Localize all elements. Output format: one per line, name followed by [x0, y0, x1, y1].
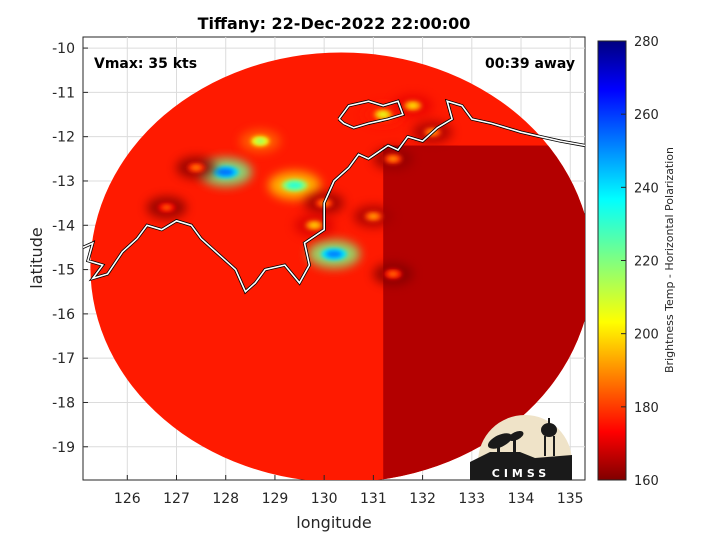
time-away-annotation: 00:39 away: [485, 56, 575, 72]
x-tick-label: 134: [508, 491, 535, 507]
x-tick-label: 128: [212, 491, 239, 507]
feature-core: [388, 271, 399, 277]
feature-core: [309, 222, 320, 228]
cimss-logo: CIMSS: [470, 415, 572, 480]
y-tick-label: -14: [52, 218, 75, 234]
x-tick-label: 127: [163, 491, 190, 507]
y-tick-label: -16: [52, 307, 75, 323]
y-tick-label: -17: [52, 351, 75, 367]
feature-core: [217, 168, 234, 176]
x-tick-label: 130: [311, 491, 338, 507]
y-tick-label: -13: [52, 174, 75, 190]
chart-title: Tiffany: 22-Dec-2022 22:00:00: [198, 14, 471, 33]
feature-core: [191, 165, 202, 171]
x-axis-label: longitude: [296, 513, 371, 532]
colorbar-tick-label: 260: [634, 108, 659, 123]
feature-core: [388, 156, 399, 162]
y-tick-label: -10: [52, 41, 75, 57]
colorbar-tick-label: 180: [634, 401, 659, 416]
x-tick-label: 129: [262, 491, 289, 507]
y-tick-label: -19: [52, 440, 75, 456]
colorbar-tick-label: 200: [634, 328, 659, 343]
feature-core: [286, 181, 303, 189]
colorbar-tick-label: 220: [634, 255, 659, 270]
vmax-annotation: Vmax: 35 kts: [94, 56, 197, 72]
feature-core: [255, 138, 266, 144]
y-tick-label: -12: [52, 130, 75, 146]
feature-core: [368, 213, 379, 219]
colorbar-label: Brightness Temp - Horizontal Polarizatio…: [663, 147, 676, 373]
x-tick-label: 131: [360, 491, 387, 507]
logo-text: CIMSS: [492, 467, 550, 480]
colorbar-tick-label: 280: [634, 35, 659, 50]
x-tick-label: 133: [458, 491, 485, 507]
x-tick-label: 132: [409, 491, 436, 507]
y-tick-label: -11: [52, 85, 75, 101]
feature-core: [407, 103, 418, 109]
feature-core: [378, 112, 389, 118]
x-tick-label: 135: [557, 491, 584, 507]
feature-core: [161, 205, 172, 211]
x-tick-label: 126: [114, 491, 141, 507]
y-tick-label: -15: [52, 263, 75, 279]
y-axis-label: latitude: [27, 227, 46, 288]
colorbar-tick-label: 240: [634, 181, 659, 196]
coastline-outline: [83, 100, 585, 294]
y-tick-label: -18: [52, 395, 75, 411]
colorbar-tick-label: 160: [634, 474, 659, 489]
feature-core: [326, 250, 342, 258]
